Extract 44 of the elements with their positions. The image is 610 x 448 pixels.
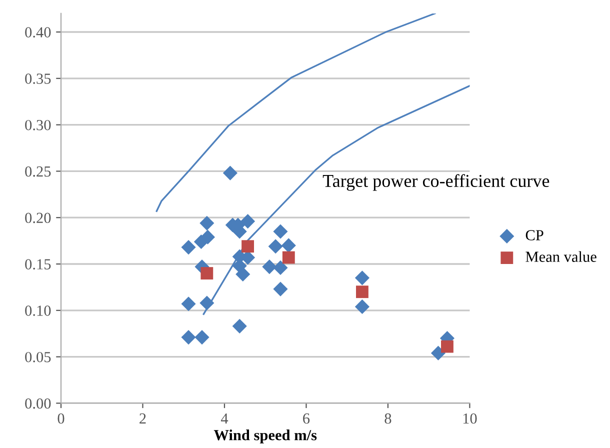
annotation: Target power co-efficient curve <box>322 174 550 191</box>
point <box>273 260 288 275</box>
y-tick-label: 0.40 <box>25 27 51 38</box>
point <box>181 296 196 312</box>
y-tick-label: 0.20 <box>25 212 51 224</box>
point <box>273 224 288 239</box>
y-tick-label: 0.30 <box>25 120 51 130</box>
x-tick-label: 10 <box>463 413 477 424</box>
point <box>200 267 214 280</box>
point <box>242 240 254 253</box>
y-tick-label: 0.00 <box>25 398 51 409</box>
point <box>356 286 368 298</box>
point <box>262 260 277 274</box>
point <box>268 239 283 254</box>
point <box>200 296 214 310</box>
point <box>281 238 296 253</box>
legend-label: Mean value <box>526 251 596 262</box>
point <box>240 214 256 229</box>
x-tick-label: 0 <box>58 413 64 424</box>
point <box>273 282 288 296</box>
point <box>354 270 370 286</box>
point <box>282 251 295 264</box>
point <box>430 346 446 360</box>
point <box>236 266 250 282</box>
point <box>181 240 196 255</box>
point <box>194 330 210 345</box>
point <box>441 340 454 353</box>
x-axis-title: Wind speed m/s <box>214 430 317 444</box>
x-tick-label: 6 <box>303 413 310 424</box>
point <box>200 230 216 244</box>
y-tick-label: 0.15 <box>25 259 51 270</box>
point <box>222 166 238 180</box>
y-tick-label: 0.25 <box>25 166 51 177</box>
point <box>200 216 214 230</box>
x-tick-label: 8 <box>384 413 392 424</box>
y-tick-label: 0.35 <box>25 74 51 84</box>
x-tick-label: 4 <box>220 413 228 424</box>
point <box>232 318 247 334</box>
point <box>354 299 370 314</box>
legend-label: CP <box>526 230 544 240</box>
point <box>181 330 196 345</box>
y-tick-label: 0.10 <box>25 306 51 316</box>
x-tick-label: 2 <box>140 413 146 424</box>
y-tick-label: 0.05 <box>25 352 51 362</box>
